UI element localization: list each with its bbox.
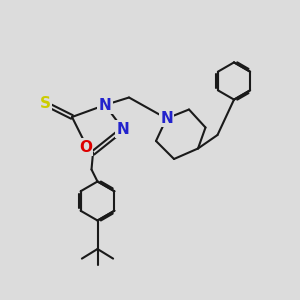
Text: O: O bbox=[79, 140, 92, 154]
Text: N: N bbox=[160, 111, 173, 126]
Text: S: S bbox=[40, 96, 50, 111]
Text: N: N bbox=[117, 122, 129, 136]
Text: N: N bbox=[99, 98, 111, 112]
